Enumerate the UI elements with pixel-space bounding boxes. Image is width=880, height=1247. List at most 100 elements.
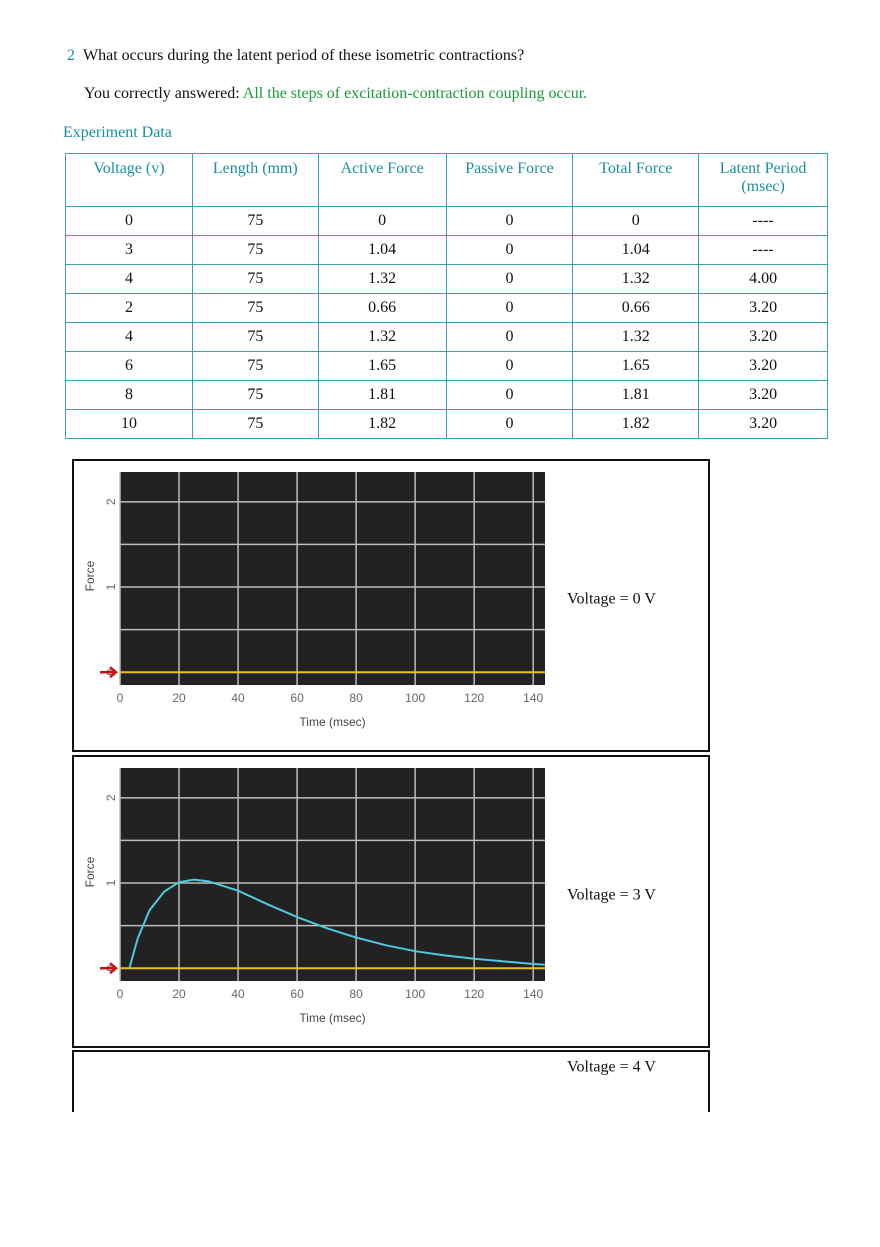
table-cell: 4.00 — [698, 264, 828, 294]
table-cell: 75 — [191, 264, 319, 294]
table-cell: 0 — [445, 206, 574, 236]
chart-caption: Voltage = 3 V — [567, 887, 656, 904]
answer-text: All the steps of excitation-contraction … — [242, 85, 588, 102]
table-cell: 3.20 — [698, 293, 828, 323]
x-tick-label: 80 — [349, 987, 363, 1001]
table-cell: 4 — [65, 322, 193, 352]
table-cell: 75 — [191, 235, 319, 265]
x-tick-label: 0 — [117, 987, 124, 1001]
plot-area — [120, 768, 545, 981]
table-cell: 0.66 — [317, 293, 447, 323]
table-row: 4 75 1.32 0 1.32 3.20 — [65, 322, 828, 352]
x-tick-label: 40 — [231, 987, 245, 1001]
question-text: What occurs during the latent period of … — [83, 47, 525, 64]
table-cell: 1.32 — [317, 264, 447, 294]
data-table: Voltage (v) Length (mm) Active Force Passiv… — [65, 153, 828, 439]
table-cell: 75 — [191, 409, 319, 439]
y-axis-label: Force — [83, 560, 97, 591]
x-tick-label: 20 — [172, 691, 186, 705]
table-cell: 1.04 — [572, 235, 700, 265]
table-cell: 75 — [191, 322, 319, 352]
x-tick-label: 80 — [349, 691, 363, 705]
table-row: 8 75 1.81 0 1.81 3.20 — [65, 380, 828, 410]
chart-caption: Voltage = 0 V — [567, 591, 656, 608]
table-cell: 1.81 — [317, 380, 447, 410]
plot-area — [120, 472, 545, 685]
zero-marker — [100, 962, 118, 975]
table-cell: 3.20 — [698, 322, 828, 352]
y-axis-label: Force — [83, 856, 97, 887]
table-cell: 0 — [445, 380, 574, 410]
table-cell: 0 — [445, 409, 574, 439]
table-cell: 75 — [191, 206, 319, 236]
table-cell: 0 — [65, 206, 193, 236]
y-tick-label: 1 — [104, 879, 118, 886]
table-cell: 3.20 — [698, 351, 828, 381]
y-tick-label: 2 — [104, 498, 118, 505]
table-row: 4 75 1.32 0 1.32 4.00 — [65, 264, 828, 294]
x-axis-label: Time (msec) — [299, 1011, 365, 1025]
x-axis-label: Time (msec) — [299, 715, 365, 729]
x-tick-label: 0 — [117, 691, 124, 705]
table-cell: 1.32 — [572, 264, 700, 294]
table-cell: 3.20 — [698, 409, 828, 439]
table-cell: 0 — [445, 322, 574, 352]
table-cell: 1.65 — [572, 351, 700, 381]
data-line — [128, 878, 546, 969]
table-header: Length (mm) — [191, 153, 319, 207]
table-cell: ---- — [698, 235, 828, 265]
chart-frame: Voltage = 0 V 0 20 40 60 80 100 120 140 0 1 2 Time (… — [72, 459, 710, 752]
chart: Voltage = 4 V — [567, 1059, 656, 1076]
table-cell: ---- — [698, 206, 828, 236]
table-cell: 1.82 — [317, 409, 447, 439]
table-cell: 0 — [317, 206, 447, 236]
x-tick-label: 60 — [290, 691, 304, 705]
x-tick-label: 40 — [231, 691, 245, 705]
x-tick-label: 120 — [464, 987, 484, 1001]
table-cell: 1.32 — [572, 322, 700, 352]
table-cell: 1.81 — [572, 380, 700, 410]
chart-frame: Voltage = 3 V 0 20 40 60 80 100 120 140 0 1 2 Time (… — [72, 755, 710, 1048]
chart-caption: Voltage = 4 V — [567, 1059, 656, 1076]
table-cell: 8 — [65, 380, 193, 410]
table-cell: 1.65 — [317, 351, 447, 381]
x-tick-label: 60 — [290, 987, 304, 1001]
table-cell: 3.20 — [698, 380, 828, 410]
table-row: 10 75 1.82 0 1.82 3.20 — [65, 409, 828, 439]
table-cell: 0 — [445, 235, 574, 265]
x-tick-label: 100 — [405, 691, 425, 705]
table-cell: 1.82 — [572, 409, 700, 439]
chart-frame: Voltage = 4 V — [72, 1050, 710, 1112]
answer-prefix: You correctly answered: — [84, 85, 240, 102]
table-cell: 75 — [191, 293, 319, 323]
x-tick-label: 120 — [464, 691, 484, 705]
question-number: 2 — [67, 47, 75, 64]
table-cell: 0 — [445, 351, 574, 381]
table-cell: 75 — [191, 380, 319, 410]
answer: You correctly answered: All the steps of… — [84, 85, 587, 103]
table-cell: 6 — [65, 351, 193, 381]
zero-marker — [100, 666, 118, 679]
table-cell: 75 — [191, 351, 319, 381]
table-cell: 2 — [65, 293, 193, 323]
y-tick-label: 2 — [104, 794, 118, 801]
table-header: Latent Period (msec) — [698, 153, 828, 207]
table-row: 2 75 0.66 0 0.66 3.20 — [65, 293, 828, 323]
x-tick-label: 20 — [172, 987, 186, 1001]
table-cell: 4 — [65, 264, 193, 294]
table-cell: 3 — [65, 235, 193, 265]
table-cell: 1.04 — [317, 235, 447, 265]
table-header: Active Force — [317, 153, 447, 207]
table-cell: 0 — [445, 293, 574, 323]
section-title: Experiment Data — [63, 124, 172, 141]
table-cell: 1.32 — [317, 322, 447, 352]
x-tick-label: 100 — [405, 987, 425, 1001]
table-row: 0 75 0 0 0 ---- — [65, 206, 828, 236]
table-row: 6 75 1.65 0 1.65 3.20 — [65, 351, 828, 381]
table-cell: 0 — [572, 206, 700, 236]
x-tick-label: 140 — [523, 987, 543, 1001]
table-cell: 0 — [445, 264, 574, 294]
y-tick-label: 1 — [104, 583, 118, 590]
